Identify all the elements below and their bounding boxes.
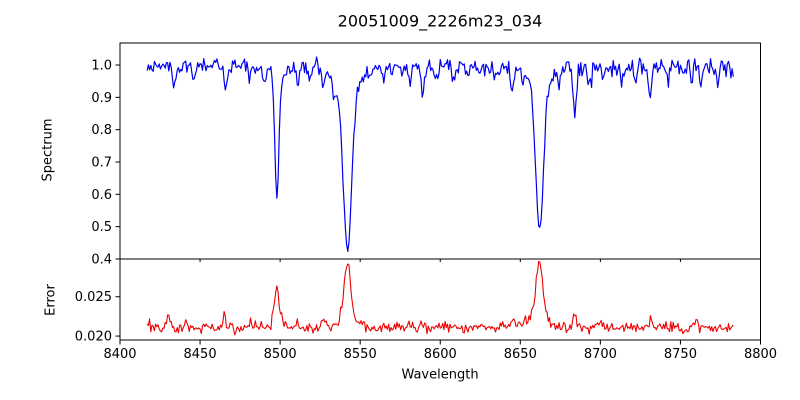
spectrum-line [146, 56, 734, 252]
y-tick-label: 0.5 [91, 220, 112, 235]
x-tick-label: 8550 [344, 347, 377, 362]
y-tick-label: 0.9 [91, 91, 112, 106]
x-axis-label: Wavelength [401, 367, 479, 383]
x-tick-label: 8650 [504, 347, 537, 362]
error-panel-border [119, 258, 761, 341]
y-tick-label: 0.7 [91, 155, 112, 170]
x-tick-label: 8450 [184, 347, 217, 362]
y-tick-label: 0.025 [75, 290, 112, 305]
error-line [146, 260, 734, 336]
y-tick-label: 0.020 [75, 330, 112, 345]
x-tick-label: 8800 [744, 347, 777, 362]
y-tick-label: 0.6 [91, 188, 112, 203]
x-tick-label: 8500 [264, 347, 297, 362]
chart-title: 20051009_2226m23_034 [337, 11, 543, 31]
x-tick-label: 8400 [103, 347, 136, 362]
x-tick-label: 8700 [584, 347, 617, 362]
y-tick-label: 0.8 [91, 123, 112, 138]
y-tick-label: 1.0 [91, 58, 112, 73]
y-tick-label: 0.4 [91, 253, 112, 268]
x-tick-label: 8600 [424, 347, 457, 362]
spectrum-panel-border [119, 42, 761, 260]
x-tick-label: 8750 [664, 347, 697, 362]
